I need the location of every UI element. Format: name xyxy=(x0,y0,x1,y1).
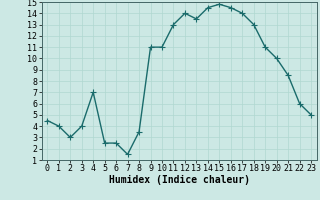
X-axis label: Humidex (Indice chaleur): Humidex (Indice chaleur) xyxy=(109,175,250,185)
